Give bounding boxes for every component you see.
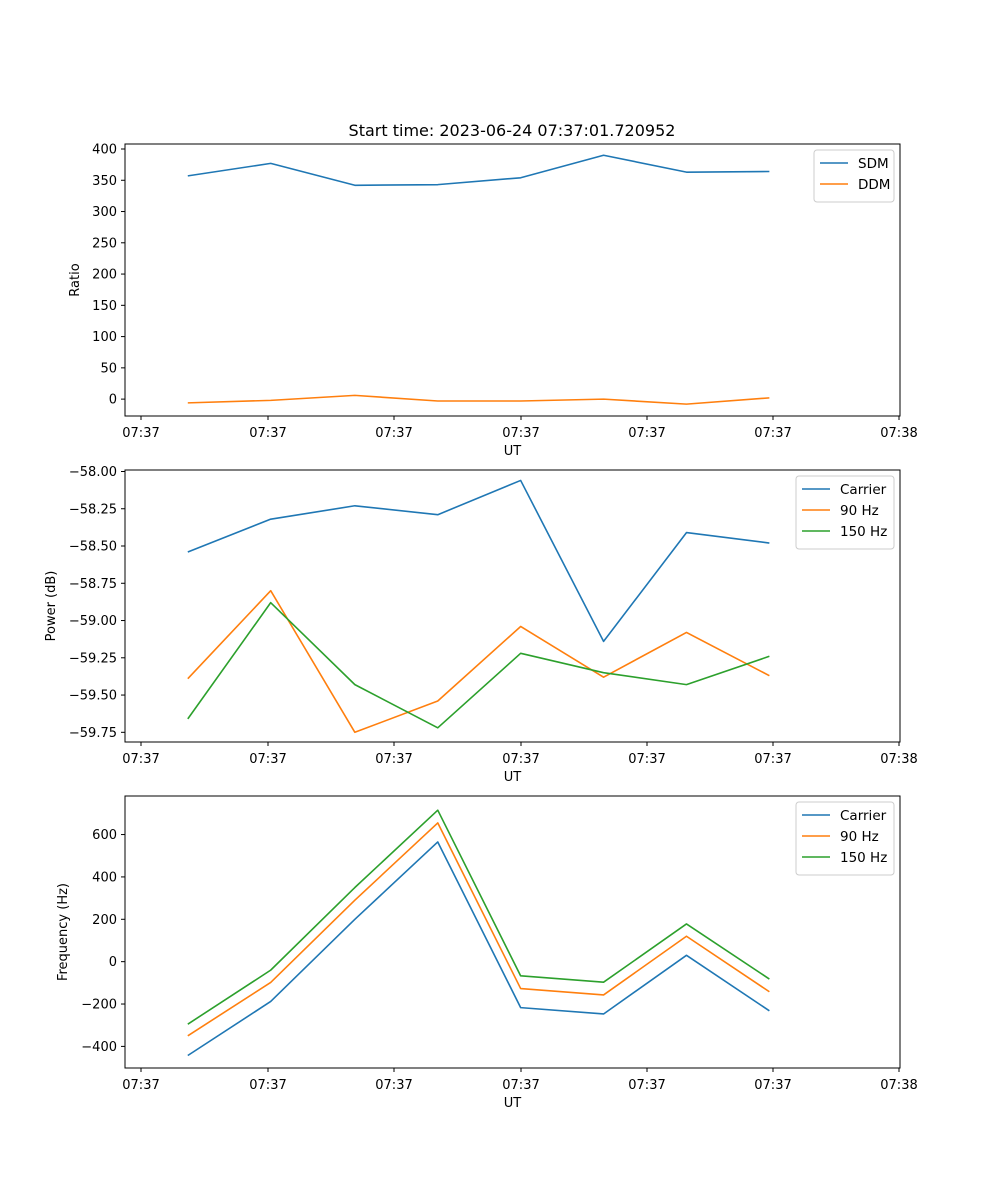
series-line-carrier: [187, 479, 770, 643]
legend-label: 90 Hz: [840, 503, 879, 519]
y-tick-label: −58.00: [69, 465, 117, 480]
x-tick-label: 07:37: [249, 752, 286, 767]
axes-frame: [124, 795, 901, 1069]
legend-label: DDM: [858, 177, 890, 193]
x-tick-label: 07:37: [375, 426, 412, 441]
y-axis-label: Power (dB): [44, 571, 59, 642]
y-tick-label: 0: [109, 955, 117, 970]
y-tick-label: 400: [92, 143, 117, 158]
legend-label: Carrier: [840, 482, 887, 498]
x-axis-label: UT: [504, 1096, 522, 1111]
y-tick-label: −59.25: [69, 651, 117, 666]
x-tick-label: 07:37: [375, 1078, 412, 1093]
x-tick-label: 07:37: [628, 752, 665, 767]
x-tick-label: 07:37: [122, 426, 159, 441]
x-tick-label: 07:37: [502, 752, 539, 767]
y-tick-label: −59.50: [69, 689, 117, 704]
x-tick-label: 07:38: [880, 752, 917, 767]
x-tick-label: 07:37: [375, 752, 412, 767]
x-tick-label: 07:37: [249, 1078, 286, 1093]
x-tick-label: 07:37: [628, 426, 665, 441]
y-tick-label: 100: [92, 330, 117, 345]
y-tick-label: 300: [92, 205, 117, 220]
legend-label: 150 Hz: [840, 524, 887, 540]
y-tick-label: −59.75: [69, 726, 117, 741]
y-tick-label: −200: [81, 998, 117, 1013]
y-tick-label: 350: [92, 174, 117, 189]
x-tick-label: 07:38: [880, 1078, 917, 1093]
y-tick-label: 250: [92, 236, 117, 251]
x-tick-label: 07:37: [754, 426, 791, 441]
y-axis-label: Frequency (Hz): [56, 883, 71, 981]
legend-label: 90 Hz: [840, 829, 879, 845]
y-tick-label: 200: [92, 268, 117, 283]
x-tick-label: 07:37: [628, 1078, 665, 1093]
x-tick-label: 07:37: [502, 1078, 539, 1093]
y-tick-label: 0: [109, 393, 117, 408]
y-tick-label: −58.25: [69, 502, 117, 517]
series-line-150-hz: [187, 601, 770, 729]
figure-title: Start time: 2023-06-24 07:37:01.720952: [349, 121, 676, 140]
y-tick-label: 600: [92, 828, 117, 843]
x-tick-label: 07:37: [754, 1078, 791, 1093]
series-line-ddm: [187, 394, 770, 405]
legend-label: Carrier: [840, 808, 887, 824]
series-line-carrier: [187, 841, 770, 1057]
x-tick-label: 07:37: [122, 752, 159, 767]
x-tick-label: 07:37: [754, 752, 791, 767]
y-tick-label: −58.75: [69, 577, 117, 592]
y-tick-label: −400: [81, 1040, 117, 1055]
chart-2: 07:37 07:37 07:37 07:37 07:37 07:37 07:38 −59.7…: [44, 465, 918, 785]
legend-label: 150 Hz: [840, 850, 887, 866]
chart-3: 07:37 07:37 07:37 07:37 07:37 07:37 07:38 −400 −…: [56, 795, 918, 1111]
y-tick-label: −58.50: [69, 540, 117, 555]
axes-frame: [124, 469, 901, 743]
legend: Carrier 90 Hz 150 Hz: [795, 475, 895, 550]
series-line-sdm: [187, 154, 770, 187]
y-tick-label: 150: [92, 299, 117, 314]
x-axis-label: UT: [504, 444, 522, 459]
x-tick-label: 07:38: [880, 426, 917, 441]
y-tick-label: −59.00: [69, 614, 117, 629]
series-line-90-hz: [187, 822, 770, 1037]
axes-frame: [124, 143, 901, 417]
x-tick-label: 07:37: [249, 426, 286, 441]
series-line-90-hz: [187, 589, 770, 734]
series-line-150-hz: [187, 809, 770, 1025]
legend-label: SDM: [858, 156, 889, 172]
legend: Carrier 90 Hz 150 Hz: [795, 801, 895, 876]
y-tick-label: 200: [92, 913, 117, 928]
y-tick-label: 400: [92, 870, 117, 885]
y-tick-label: 50: [100, 361, 117, 376]
y-axis-label: Ratio: [68, 263, 83, 296]
chart-1: 07:37 07:37 07:37 07:37 07:37 07:37 07:38 0 50 10…: [68, 143, 918, 459]
plots-container: 07:37 07:37 07:37 07:37 07:37 07:37 07:38 0 50 10…: [44, 143, 918, 1111]
x-tick-label: 07:37: [122, 1078, 159, 1093]
x-tick-label: 07:37: [502, 426, 539, 441]
legend: SDM DDM: [813, 149, 895, 203]
x-axis-label: UT: [504, 770, 522, 785]
